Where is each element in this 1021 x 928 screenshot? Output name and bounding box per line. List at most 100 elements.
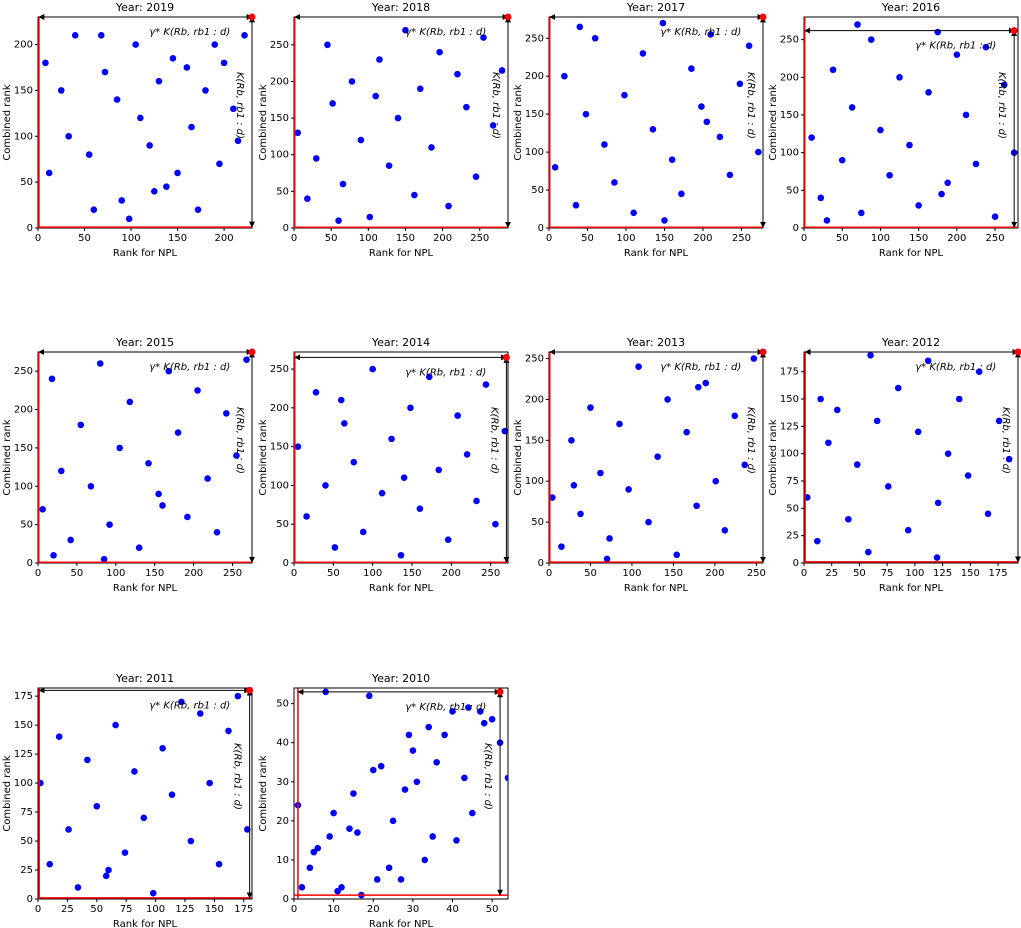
point: [726, 171, 734, 179]
plot-content: [549, 17, 763, 228]
point: [102, 872, 110, 880]
y-tick-label: 200: [525, 394, 544, 405]
annotation: K(Rb, rb1 : d): [490, 72, 501, 139]
plot-area: [293, 16, 509, 229]
highlight-point: [246, 686, 254, 694]
point: [673, 551, 681, 559]
subplot: Year: 2016 Rank for NPL Combined rank 0 50 10…: [768, 1, 1019, 259]
annotation: γ* K(Rb, rb1 : d): [660, 362, 741, 373]
subplot: Year: 2018 Rank for NPL Combined rank 0 50 10…: [258, 1, 512, 259]
y-axis-label: Combined rank: [258, 755, 269, 832]
y-tick-label: 150: [525, 109, 544, 120]
point: [688, 65, 695, 72]
point: [482, 381, 490, 388]
point: [234, 692, 242, 700]
y-tick-label: 50: [531, 517, 544, 528]
point: [984, 510, 992, 518]
y-tick-label: 25: [20, 865, 33, 876]
point: [194, 387, 201, 394]
highlight-point: [759, 13, 767, 21]
plot-area: [37, 351, 253, 564]
point: [211, 41, 219, 48]
x-tick-label: 100: [121, 233, 140, 244]
x-tick-label: 25: [61, 904, 74, 915]
subplot: Year: 2011 Rank for NPL Combined rank 0 25 50…: [2, 672, 253, 928]
point: [982, 43, 990, 51]
point: [601, 141, 608, 148]
x-tick-label: 125: [933, 568, 952, 579]
point: [814, 537, 821, 545]
point: [698, 103, 705, 110]
y-tick-label: 150: [14, 85, 33, 96]
point: [972, 160, 980, 168]
point: [194, 206, 202, 213]
point: [174, 429, 182, 436]
point: [149, 889, 157, 897]
y-tick-label: 200: [14, 405, 33, 416]
point: [178, 698, 185, 706]
subplot-title: Year: 2017: [626, 1, 685, 14]
point: [402, 26, 409, 34]
point: [335, 217, 342, 224]
point: [488, 715, 496, 723]
subplot-title: Year: 2019: [115, 1, 174, 14]
y-tick-label: 25: [786, 531, 799, 542]
point: [39, 505, 46, 513]
point: [817, 194, 825, 202]
y-tick-label: 50: [786, 503, 799, 514]
x-tick-label: 250: [470, 233, 489, 244]
point: [401, 786, 409, 793]
x-tick-label: 0: [35, 904, 41, 915]
point: [48, 375, 56, 383]
point: [572, 201, 580, 209]
point: [306, 864, 314, 872]
subplot: Year: 2015 Rank for NPL Combined rank 0 50 10…: [2, 336, 256, 594]
x-tick-label: 150: [655, 233, 674, 244]
plot-content: [38, 17, 252, 228]
y-tick-label: 100: [525, 476, 544, 487]
point: [400, 474, 408, 481]
point: [925, 89, 932, 96]
plot-content: [294, 17, 508, 228]
annotation: K(Rb, rb1 : d): [488, 407, 499, 474]
y-tick-label: 0: [283, 558, 289, 569]
point: [184, 513, 191, 521]
point: [867, 36, 875, 43]
point: [417, 85, 424, 93]
x-tick-label: 250: [732, 233, 751, 244]
point: [416, 505, 424, 512]
point: [137, 114, 144, 122]
x-tick-label: 150: [205, 904, 224, 915]
y-tick-label: 150: [525, 435, 544, 446]
point: [683, 428, 690, 436]
point: [145, 459, 152, 467]
annotation: K(Rb, rb1 : d): [1000, 407, 1011, 474]
point: [480, 34, 487, 41]
x-tick-label: 100: [106, 568, 125, 579]
point: [639, 50, 647, 57]
annotation: γ* K(Rb, rb1 : d): [405, 367, 486, 378]
point: [906, 141, 913, 149]
annotation: γ* K(Rb, rb1 : d): [405, 702, 486, 713]
point: [55, 733, 63, 740]
y-tick-label: 50: [786, 185, 799, 196]
x-tick-label: 0: [291, 568, 297, 579]
y-tick-label: 200: [525, 71, 544, 82]
x-axis-label: Rank for NPL: [113, 583, 178, 594]
point: [132, 41, 139, 48]
x-tick-label: 150: [168, 233, 187, 244]
highlight-point: [1014, 348, 1021, 356]
y-tick-label: 150: [780, 110, 799, 121]
point: [854, 21, 861, 28]
y-tick-label: 75: [20, 807, 33, 818]
point: [453, 837, 460, 844]
point: [576, 23, 584, 31]
plot-content: [549, 352, 763, 563]
point: [135, 544, 143, 551]
y-tick-label: 175: [14, 691, 33, 702]
point: [421, 856, 429, 864]
y-tick-label: 100: [14, 778, 33, 789]
subplot: Year: 2014 Rank for NPL Combined rank 0 50 10…: [258, 336, 510, 594]
point: [116, 444, 124, 452]
plot-content: [294, 352, 508, 563]
